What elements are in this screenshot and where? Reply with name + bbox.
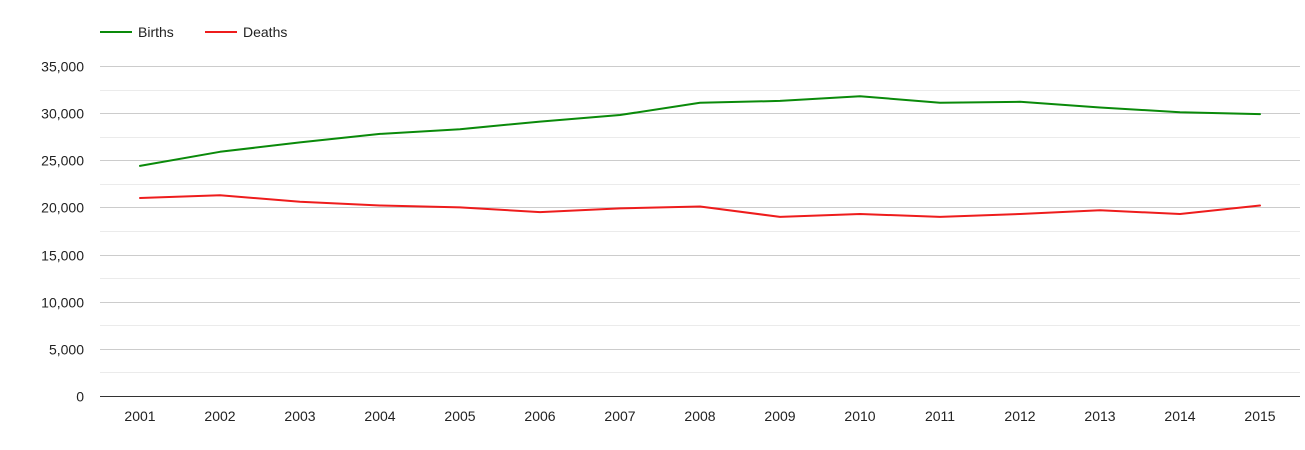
- x-tick-label: 2004: [364, 408, 395, 424]
- x-tick-label: 2002: [204, 408, 235, 424]
- x-tick-label: 2015: [1244, 408, 1275, 424]
- gridlines: [100, 66, 1300, 373]
- legend-label: Births: [138, 24, 174, 40]
- legend-label: Deaths: [243, 24, 287, 40]
- x-tick-label: 2009: [764, 408, 795, 424]
- series-line-deaths: [139, 194, 1261, 218]
- y-axis-ticks: 0 5,000 10,000 15,000 20,000 25,000 30,000 35,0…: [41, 59, 84, 405]
- series-lines: [139, 95, 1261, 218]
- x-tick-label: 2003: [284, 408, 315, 424]
- x-tick-label: 2012: [1004, 408, 1035, 424]
- y-tick-label: 20,000: [41, 200, 84, 216]
- legend: Births Deaths: [100, 24, 287, 40]
- y-tick-label: 35,000: [41, 59, 84, 75]
- y-tick-label: 0: [76, 389, 84, 405]
- y-tick-label: 5,000: [49, 342, 84, 358]
- y-tick-label: 25,000: [41, 153, 84, 169]
- x-tick-label: 2007: [604, 408, 635, 424]
- legend-item-deaths: Deaths: [205, 24, 287, 40]
- legend-item-births: Births: [100, 24, 174, 40]
- x-tick-label: 2014: [1164, 408, 1195, 424]
- x-tick-label: 2008: [684, 408, 715, 424]
- x-tick-label: 2005: [444, 408, 475, 424]
- x-tick-label: 2010: [844, 408, 875, 424]
- x-tick-label: 2013: [1084, 408, 1115, 424]
- x-tick-label: 2006: [524, 408, 555, 424]
- y-tick-label: 15,000: [41, 248, 84, 264]
- y-tick-label: 10,000: [41, 295, 84, 311]
- x-tick-label: 2011: [925, 408, 955, 424]
- x-tick-label: 2001: [124, 408, 155, 424]
- x-axis-ticks: 2001 2002 2003 2004 2005 2006 2007 2008 2009 2010…: [124, 408, 1275, 424]
- series-line-births: [139, 95, 1261, 167]
- y-tick-label: 30,000: [41, 106, 84, 122]
